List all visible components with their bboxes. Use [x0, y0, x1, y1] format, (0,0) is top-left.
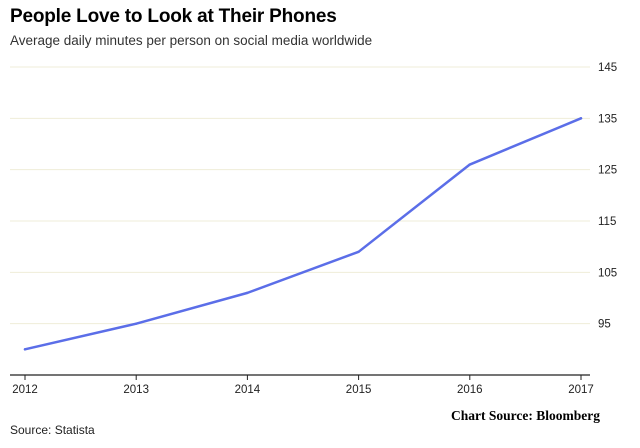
y-tick-label: 115 [598, 216, 616, 228]
y-tick-label: 125 [598, 165, 617, 177]
series-line [23, 117, 583, 351]
data-point [468, 163, 471, 166]
x-tick-label: 2012 [12, 384, 38, 396]
y-tick-label: 105 [598, 267, 617, 279]
x-tick-label: 2013 [123, 384, 149, 396]
x-axis-ticks: 2012 2013 2014 2015 2016 2017 [12, 375, 594, 396]
chart-credit: Chart Source: Bloomberg [451, 408, 600, 423]
y-tick-label: 135 [598, 113, 617, 125]
source-note: Source: Statista [10, 423, 95, 437]
chart-title: People Love to Look at Their Phones [10, 6, 337, 27]
y-tick-label: 95 [598, 319, 611, 331]
data-point [246, 291, 249, 295]
data-point [135, 322, 138, 325]
y-axis-ticks: 95 105 115 125 135 145 [598, 62, 617, 331]
x-tick-label: 2016 [457, 384, 483, 396]
data-point [579, 117, 583, 120]
x-tick-label: 2014 [235, 384, 261, 396]
gridlines [10, 66, 590, 325]
x-tick-label: 2015 [346, 384, 372, 396]
chart-subtitle: Average daily minutes per person on soci… [10, 33, 373, 48]
y-tick-label: 145 [598, 62, 617, 74]
x-tick-label: 2017 [568, 384, 594, 396]
data-point [23, 348, 27, 351]
series-layer [23, 117, 583, 351]
data-point [357, 250, 360, 253]
